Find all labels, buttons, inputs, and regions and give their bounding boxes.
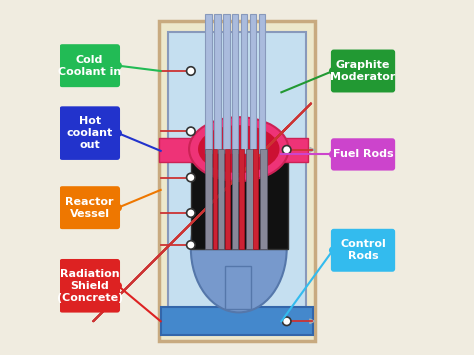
FancyBboxPatch shape xyxy=(168,32,306,330)
FancyBboxPatch shape xyxy=(59,106,120,160)
Bar xyxy=(232,14,238,153)
FancyBboxPatch shape xyxy=(59,186,120,229)
Text: Hot
coolant
out: Hot coolant out xyxy=(66,116,113,150)
Circle shape xyxy=(114,282,122,290)
FancyBboxPatch shape xyxy=(59,44,120,87)
Bar xyxy=(205,14,212,153)
Bar xyxy=(225,149,230,248)
Text: Graphite
Moderator: Graphite Moderator xyxy=(330,60,396,82)
FancyBboxPatch shape xyxy=(282,138,308,162)
Circle shape xyxy=(329,67,337,75)
Bar xyxy=(205,149,212,248)
Bar xyxy=(259,14,265,153)
FancyBboxPatch shape xyxy=(159,21,315,341)
Bar xyxy=(212,149,218,248)
FancyBboxPatch shape xyxy=(59,259,120,312)
Text: Radiation
Shield
(Concrete): Radiation Shield (Concrete) xyxy=(56,269,123,303)
Bar xyxy=(241,14,247,153)
Text: Fuel Rods: Fuel Rods xyxy=(333,149,393,159)
Circle shape xyxy=(329,151,337,158)
Circle shape xyxy=(187,209,195,217)
FancyBboxPatch shape xyxy=(191,140,289,158)
Ellipse shape xyxy=(198,125,280,173)
Bar xyxy=(232,149,238,248)
Bar xyxy=(250,14,256,153)
Bar xyxy=(246,149,253,248)
Bar xyxy=(260,149,267,248)
Circle shape xyxy=(114,62,122,70)
Ellipse shape xyxy=(191,185,287,312)
Circle shape xyxy=(283,317,291,326)
Bar xyxy=(239,149,244,248)
Circle shape xyxy=(187,241,195,249)
Bar xyxy=(223,14,229,153)
Ellipse shape xyxy=(189,117,289,181)
Text: Control
Rods: Control Rods xyxy=(340,239,386,261)
Circle shape xyxy=(114,129,122,137)
Circle shape xyxy=(187,173,195,182)
Bar xyxy=(253,149,258,248)
FancyBboxPatch shape xyxy=(161,307,313,335)
FancyBboxPatch shape xyxy=(331,229,395,272)
FancyBboxPatch shape xyxy=(331,49,395,92)
Bar xyxy=(218,149,224,248)
Text: Reactor
Vessel: Reactor Vessel xyxy=(65,197,114,219)
Text: Cold
Coolant in: Cold Coolant in xyxy=(58,55,121,77)
Bar xyxy=(214,14,221,153)
Circle shape xyxy=(114,204,122,212)
Circle shape xyxy=(187,127,195,136)
Circle shape xyxy=(283,146,291,154)
FancyBboxPatch shape xyxy=(191,149,289,248)
FancyBboxPatch shape xyxy=(225,266,251,309)
Circle shape xyxy=(187,67,195,75)
FancyBboxPatch shape xyxy=(159,138,192,162)
Circle shape xyxy=(329,246,337,254)
FancyBboxPatch shape xyxy=(331,138,395,171)
